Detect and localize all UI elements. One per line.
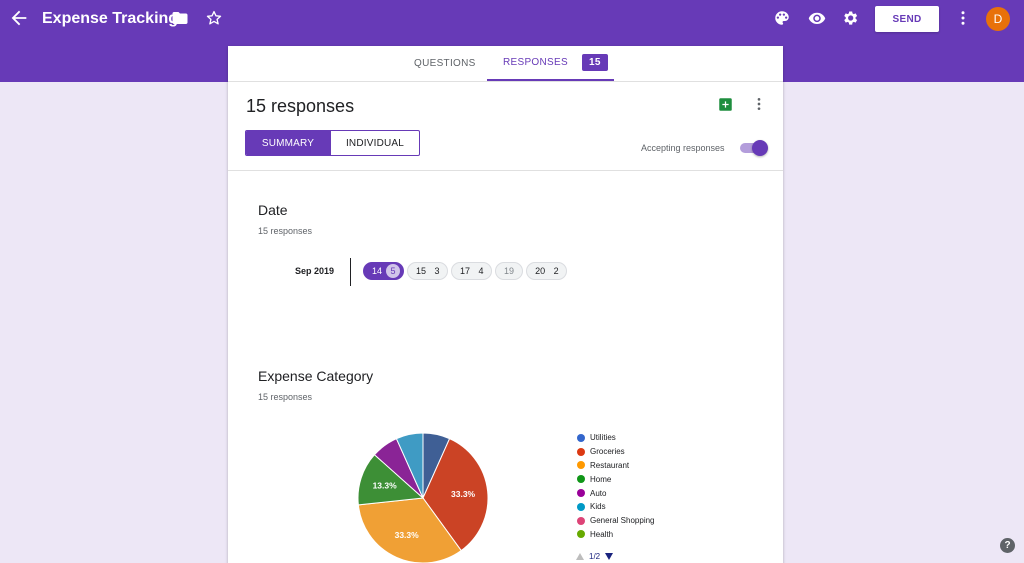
pie-slice-home[interactable] — [357, 454, 425, 506]
view-toggle: SUMMARY INDIVIDUAL — [245, 130, 420, 156]
legend-swatch — [577, 516, 585, 525]
legend-label: Kids — [590, 502, 606, 512]
divider — [228, 170, 783, 171]
legend-swatch — [577, 530, 585, 539]
responses-card: QUESTIONS RESPONSES 15 15 responses SUMM… — [228, 46, 783, 563]
legend-item: General Shopping — [577, 514, 655, 528]
date-chip[interactable]: 17 4 — [451, 262, 493, 280]
chip-day: 20 — [535, 266, 546, 276]
legend-page-label: 1/2 — [589, 552, 601, 561]
form-tabs: QUESTIONS RESPONSES 15 — [228, 46, 783, 82]
category-pie-chart: 33.3% 33.3% 13.3% — [357, 432, 489, 563]
legend-item: Home — [577, 472, 655, 486]
settings-gear-icon[interactable] — [841, 9, 859, 27]
sheets-icon[interactable] — [718, 97, 733, 112]
help-icon[interactable]: ? — [1000, 538, 1015, 553]
legend-label: Restaurant — [590, 460, 630, 470]
legend-label: Auto — [590, 488, 607, 498]
pie-legend: Utilities Groceries Restaurant Home Auto… — [577, 431, 655, 541]
more-vert-icon[interactable] — [751, 96, 767, 112]
chip-count: 3 — [434, 266, 440, 276]
chip-count: 4 — [478, 266, 484, 276]
date-chip[interactable]: 14 5 — [363, 262, 405, 280]
toggle-knob — [752, 140, 768, 156]
legend-swatch — [577, 433, 585, 442]
tab-responses[interactable]: RESPONSES 15 — [487, 46, 614, 81]
back-arrow-icon[interactable] — [8, 7, 30, 29]
palette-icon[interactable] — [773, 9, 791, 27]
tab-responses-label: RESPONSES — [503, 57, 568, 68]
legend-pager: 1/2 — [576, 552, 614, 561]
accepting-responses-toggle[interactable] — [738, 140, 768, 156]
date-month-label: Sep 2019 — [295, 266, 335, 276]
folder-icon[interactable] — [171, 9, 189, 27]
chip-count: 5 — [386, 264, 401, 278]
legend-label: Groceries — [590, 447, 625, 457]
user-avatar[interactable]: D — [986, 7, 1010, 31]
pie-slice-groceries[interactable] — [422, 438, 489, 552]
legend-swatch — [577, 447, 585, 456]
legend-label: Utilities — [590, 433, 616, 443]
category-question-count: 15 responses — [258, 392, 313, 402]
legend-item: Auto — [577, 486, 655, 500]
legend-prev-icon[interactable] — [576, 553, 584, 560]
chip-count: 2 — [553, 266, 559, 276]
legend-item: Groceries — [577, 445, 655, 459]
pie-slice-kids[interactable] — [395, 432, 424, 499]
preview-eye-icon[interactable] — [807, 9, 827, 27]
date-separator — [350, 258, 351, 286]
legend-item: Kids — [577, 500, 655, 514]
legend-swatch — [577, 489, 585, 498]
legend-label: Health — [590, 529, 614, 539]
chip-day: 19 — [504, 266, 515, 276]
summary-button[interactable]: SUMMARY — [246, 131, 330, 155]
tab-questions[interactable]: QUESTIONS — [414, 58, 476, 69]
pie-data-label: 13.3% — [373, 481, 398, 491]
chip-day: 14 — [372, 266, 383, 276]
pie-slice-restaurant[interactable] — [357, 497, 462, 563]
date-chip[interactable]: 19 — [495, 262, 524, 280]
more-vert-icon[interactable] — [954, 9, 972, 27]
legend-label: General Shopping — [590, 516, 655, 526]
chip-day: 15 — [416, 266, 427, 276]
date-chip[interactable]: 15 3 — [407, 262, 449, 280]
date-question-title: Date — [258, 202, 288, 218]
responses-heading: 15 responses — [246, 96, 355, 116]
chip-day: 17 — [460, 266, 471, 276]
accepting-responses-label: Accepting responses — [641, 143, 725, 153]
pie-data-label: 33.3% — [395, 530, 420, 540]
send-button[interactable]: SEND — [875, 6, 939, 32]
form-title[interactable]: Expense Tracking — [42, 10, 179, 27]
date-chip[interactable]: 20 2 — [526, 262, 568, 280]
category-question-title: Expense Category — [258, 368, 374, 384]
date-question-count: 15 responses — [258, 226, 313, 236]
pie-data-label: 33.3% — [451, 489, 476, 499]
star-icon[interactable] — [205, 9, 223, 27]
individual-button[interactable]: INDIVIDUAL — [330, 131, 419, 155]
responses-count-badge: 15 — [581, 54, 608, 71]
legend-swatch — [577, 461, 585, 470]
legend-item: Utilities — [577, 431, 655, 445]
legend-next-icon[interactable] — [605, 553, 614, 560]
legend-label: Home — [590, 474, 612, 484]
legend-swatch — [577, 475, 585, 484]
date-chips: 14 5 15 3 17 4 19 20 2 — [363, 262, 568, 280]
legend-item: Health — [577, 528, 655, 542]
legend-item: Restaurant — [577, 459, 655, 473]
legend-swatch — [577, 502, 585, 511]
